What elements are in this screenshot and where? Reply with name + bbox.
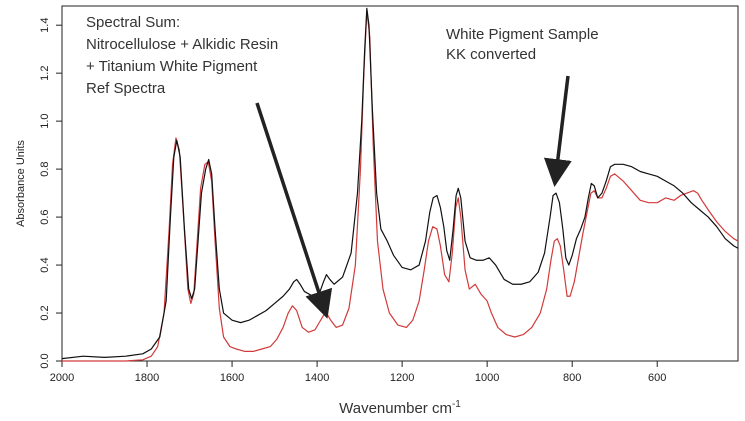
series-line-spectral-sum (62, 10, 739, 362)
x-tick-label: 600 (648, 372, 666, 384)
series-line-sample (61, 7, 739, 360)
y-tick-label: 1.4 (39, 18, 51, 33)
y-tick-label: 0.2 (39, 305, 51, 320)
y-tick-label: 0.6 (39, 209, 51, 224)
x-axis-title-sup: -1 (452, 399, 461, 410)
y-axis-title: Absorbance Units (15, 140, 27, 227)
annotation-text-line: Spectral Sum: (86, 14, 180, 31)
x-tick-label: 1800 (135, 372, 159, 384)
annotation-text-line: + Titanium White Pigment (86, 58, 258, 75)
plot-frame (61, 5, 739, 362)
annotation-spectral-sum: Spectral Sum: Nitrocellulose + Alkidic Re… (86, 14, 333, 319)
x-tick-label: 1600 (220, 372, 244, 384)
y-tick-label: 1.0 (39, 113, 51, 128)
annotation-text-line: KK converted (446, 46, 536, 63)
y-tick-label: 0.4 (39, 257, 51, 272)
x-axis-title: Wavenumber cm-1 (339, 399, 461, 417)
annotation-text-line: White Pigment Sample (446, 26, 599, 43)
x-tick-label: 1400 (305, 372, 329, 384)
annotation-text-line: Nitrocellulose + Alkidic Resin (86, 36, 278, 53)
x-tick-label: 1200 (390, 372, 414, 384)
annotation-text-line: Ref Spectra (86, 80, 166, 97)
annotation-white-pigment: White Pigment Sample KK converted (446, 26, 599, 188)
x-tick-label: 2000 (50, 372, 74, 384)
y-tick-label: 1.2 (39, 66, 51, 81)
annotation-arrow (543, 75, 572, 188)
axes: 2000 1800 1600 1400 1200 1000 800 600 0.0 0.2 0.4 0… (15, 5, 739, 417)
x-axis-title-main: Wavenumber cm (339, 400, 452, 417)
annotation-arrow (255, 102, 333, 319)
y-tick-label: 0.0 (39, 353, 51, 368)
x-tick-label: 1000 (475, 372, 499, 384)
y-tick-label: 0.8 (39, 161, 51, 176)
x-tick-label: 800 (563, 372, 581, 384)
series-layer (61, 7, 739, 362)
annotations: Spectral Sum: Nitrocellulose + Alkidic Re… (86, 14, 599, 319)
